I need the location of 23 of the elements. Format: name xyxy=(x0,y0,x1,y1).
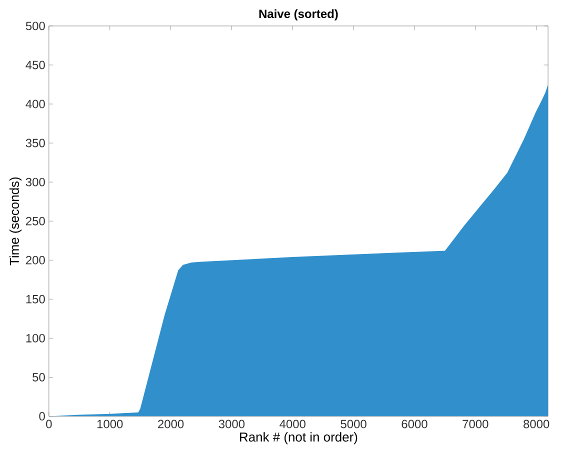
x-tick-label: 4000 xyxy=(280,420,306,428)
y-tick-label: 500 xyxy=(26,22,45,30)
y-axis-title: Time (seconds) xyxy=(9,177,22,266)
x-tick-label: 2000 xyxy=(158,420,184,428)
y-tick-label: 0 xyxy=(39,412,45,420)
y-tick-label: 100 xyxy=(26,334,45,342)
y-tick-label: 350 xyxy=(26,138,45,148)
y-tick-label: 50 xyxy=(32,372,45,382)
x-tick-label: 7000 xyxy=(462,420,488,428)
y-tick-label: 300 xyxy=(26,178,45,186)
y-tick-label: 400 xyxy=(26,100,45,108)
x-axis-title: Rank # (not in order) xyxy=(240,432,358,444)
x-tick-label: 8000 xyxy=(524,420,550,428)
x-tick-label: 3000 xyxy=(218,420,245,428)
y-tick-label: 150 xyxy=(26,294,45,304)
y-tick-label: 200 xyxy=(26,256,45,264)
chart-title: Naive (sorted) xyxy=(259,9,338,20)
x-tick-label: 6000 xyxy=(402,420,428,428)
x-tick-label: 5000 xyxy=(340,420,366,428)
x-tick-label: 1000 xyxy=(97,420,123,428)
x-tick-label: 0 xyxy=(46,420,52,428)
y-tick-label: 250 xyxy=(26,216,45,226)
y-tick-label: 450 xyxy=(26,60,45,70)
